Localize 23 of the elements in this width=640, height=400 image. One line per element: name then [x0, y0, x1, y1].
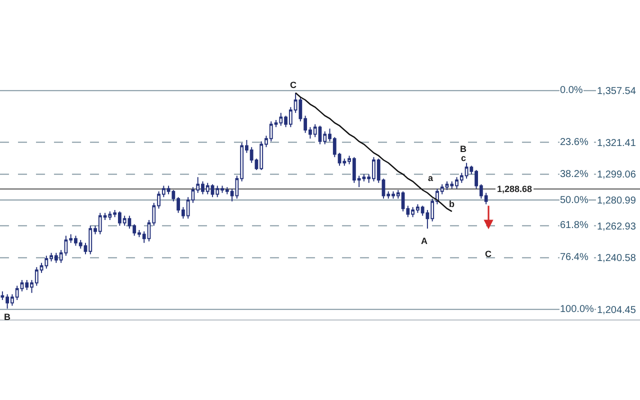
y-tick-label: 1,280.99: [597, 196, 636, 207]
annotation: B: [4, 312, 11, 322]
ref-line-label: 1,288.68: [497, 184, 532, 194]
annotation: a: [428, 173, 434, 183]
annotation: 38.2%: [560, 169, 588, 180]
annotation: 50.0%: [560, 195, 588, 206]
annotation: A: [421, 236, 428, 246]
annotation: C: [290, 80, 297, 90]
y-tick-label: 1,204.45: [597, 304, 636, 316]
y-tick-label: 1,321.41: [597, 138, 636, 149]
annotation: 0.0%: [560, 85, 583, 96]
annotation: 100.0%: [560, 304, 594, 315]
annotation: B: [460, 144, 467, 154]
y-tick-label: 1,240.58: [597, 253, 636, 264]
y-tick-label: 1,299.06: [597, 170, 636, 181]
y-tick-label: 1,357.54: [597, 86, 636, 98]
annotation: c: [461, 153, 466, 163]
y-tick-label: 1,262.93: [597, 221, 636, 232]
annotation: C: [485, 249, 492, 259]
annotation: 61.8%: [560, 220, 588, 231]
annotation: 76.4%: [560, 252, 588, 263]
annotation: 23.6%: [560, 137, 588, 148]
annotation: b: [449, 199, 455, 209]
